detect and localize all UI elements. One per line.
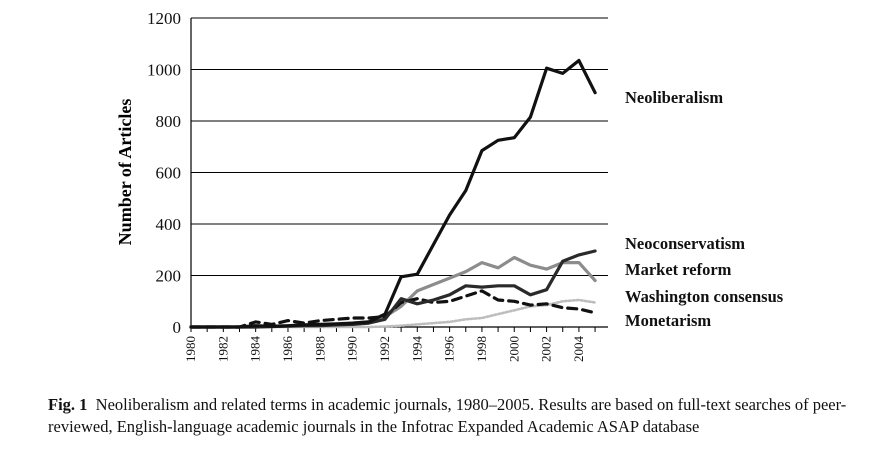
y-tick-label: 800 xyxy=(156,112,182,131)
series-label-neoconservatism: Neoconservatism xyxy=(625,234,745,253)
tick-labels: 0 200 400 600 800 1000 1200 1980 1982 1984 1986 198… xyxy=(147,9,586,362)
x-tick-label: 1986 xyxy=(280,336,295,363)
figure-caption: Fig. 1 Neoliberalism and related terms i… xyxy=(48,394,868,438)
x-tick-label: 1990 xyxy=(345,336,360,362)
y-axis-label: Number of Articles xyxy=(115,99,135,246)
x-tick-label: 2000 xyxy=(506,336,521,362)
x-tick-label: 1984 xyxy=(248,336,263,363)
series-label-neoliberalism: Neoliberalism xyxy=(625,88,723,107)
x-tick-label: 1980 xyxy=(183,336,198,362)
series-line-neoconservatism xyxy=(189,249,597,329)
y-tick-label: 200 xyxy=(156,267,182,286)
x-tick-label: 1998 xyxy=(474,336,489,362)
series-label-washington-consensus: Washington consensus xyxy=(625,287,784,306)
axes xyxy=(190,18,608,332)
x-tick-label: 1992 xyxy=(377,336,392,362)
gridlines xyxy=(191,17,608,276)
y-tick-label: 400 xyxy=(156,215,182,234)
series-label-monetarism: Monetarism xyxy=(625,311,711,330)
x-tick-label: 1982 xyxy=(215,336,230,362)
series-label-market-reform: Market reform xyxy=(625,260,732,279)
series-line-monetarism xyxy=(189,289,597,329)
series-lines xyxy=(189,58,597,329)
x-tick-label: 1994 xyxy=(409,336,424,363)
x-tick-label: 2002 xyxy=(539,336,554,362)
x-tick-label: 2004 xyxy=(571,336,586,363)
y-tick-label: 0 xyxy=(173,318,182,337)
y-tick-label: 1200 xyxy=(147,9,181,28)
series-labels: Neoliberalism Neoconservatism Market refor… xyxy=(625,88,784,330)
y-tick-label: 1000 xyxy=(147,61,181,80)
x-tick-label: 1988 xyxy=(312,336,327,362)
figure-label: Fig. 1 xyxy=(48,395,88,414)
y-tick-label: 600 xyxy=(156,164,182,183)
x-tick-label: 1996 xyxy=(442,336,457,363)
caption-text: Neoliberalism and related terms in acade… xyxy=(48,395,847,436)
series-line-neoliberalism xyxy=(189,58,597,329)
